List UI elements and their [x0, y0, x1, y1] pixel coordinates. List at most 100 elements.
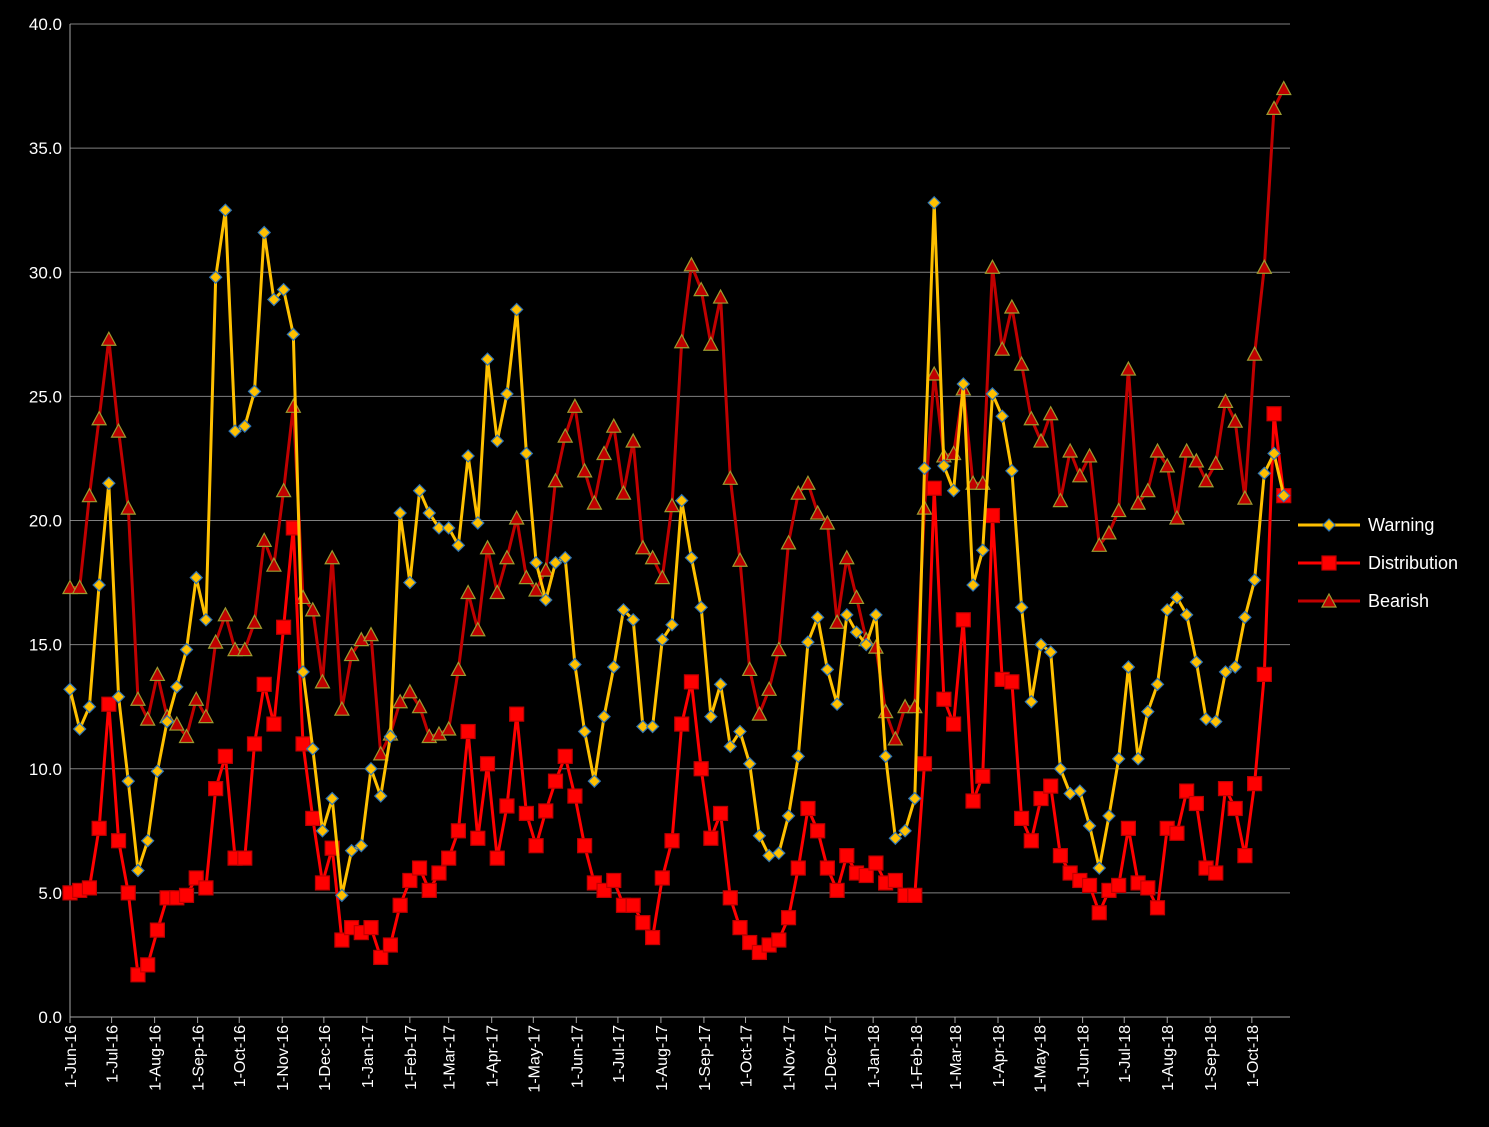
bearish-point — [197, 708, 214, 724]
legend-marker — [1321, 555, 1337, 571]
bearish-point — [81, 487, 98, 503]
distribution-point — [771, 932, 787, 948]
warning-point — [441, 521, 456, 535]
warning-point — [781, 809, 796, 823]
distribution-point — [693, 761, 709, 777]
bearish-point — [1100, 524, 1117, 540]
distribution-point — [1217, 781, 1234, 797]
distribution-point — [499, 798, 515, 814]
legend-label: Bearish — [1368, 591, 1429, 611]
x-tick-label: 1-Aug-18 — [1160, 1025, 1177, 1091]
series-layer — [61, 80, 1292, 983]
warning-point — [519, 446, 534, 461]
bearish-point — [411, 698, 428, 714]
distribution-point — [1169, 825, 1185, 841]
warning-point — [1228, 660, 1243, 674]
warning-point — [558, 550, 573, 565]
warning-point — [1238, 610, 1252, 625]
bearish-point — [1149, 442, 1166, 458]
warning-point — [645, 719, 660, 734]
distribution-point — [664, 833, 680, 849]
distribution-point — [450, 823, 466, 839]
distribution-point — [839, 848, 855, 864]
x-tick-label: 1-Mar-18 — [948, 1025, 965, 1090]
y-tick-label: 35.0 — [29, 139, 62, 158]
warning-point — [344, 843, 359, 858]
x-tick-label: 1-Oct-17 — [739, 1025, 756, 1087]
warning-point — [470, 516, 485, 530]
series-warning — [63, 195, 1291, 903]
warning-point — [1160, 603, 1175, 617]
distribution-point — [1140, 880, 1156, 896]
warning-point — [335, 888, 349, 903]
warning-point — [179, 642, 194, 657]
warning-point — [189, 570, 204, 585]
bearish-point — [1266, 100, 1283, 116]
bearish-point — [1032, 432, 1050, 448]
warning-point — [801, 635, 815, 649]
distribution-point — [431, 865, 447, 881]
bearish-point — [761, 681, 778, 696]
bearish-point — [227, 641, 244, 657]
distribution-point — [703, 830, 719, 846]
x-tick-label: 1-May-17 — [526, 1025, 543, 1093]
warning-point — [587, 774, 602, 789]
bearish-point — [392, 693, 409, 709]
distribution-point — [965, 793, 981, 809]
bearish-point — [596, 445, 613, 461]
distribution-point — [936, 691, 952, 707]
x-tick-label: 1-Aug-16 — [148, 1025, 165, 1091]
bearish-point — [537, 561, 554, 577]
x-tick-label: 1-Jul-16 — [105, 1025, 122, 1083]
warning-point — [1257, 466, 1272, 481]
warning-point — [1218, 665, 1233, 679]
distribution-point — [208, 781, 224, 797]
warning-point — [490, 434, 505, 448]
warning-point — [1150, 677, 1165, 692]
bearish-point — [168, 715, 185, 731]
distribution-point — [246, 736, 263, 752]
warning-point — [538, 593, 553, 607]
warning-point — [878, 749, 893, 764]
warning-point — [1131, 751, 1145, 766]
warning-point — [810, 610, 825, 625]
x-tick-label: 1-Feb-17 — [403, 1025, 420, 1090]
warning-point — [946, 483, 961, 498]
bearish-point — [1110, 502, 1127, 518]
distribution-point — [1081, 877, 1098, 894]
y-tick-label: 5.0 — [38, 884, 62, 903]
warning-point — [636, 719, 650, 734]
warning-point — [1267, 446, 1281, 461]
warning-point — [733, 724, 747, 739]
distribution-point — [81, 880, 98, 896]
bearish-point — [178, 728, 195, 744]
bearish-point — [372, 745, 389, 761]
bearish-point — [246, 614, 263, 629]
warning-point — [1199, 712, 1213, 726]
distribution-point — [528, 838, 544, 854]
x-axis-tick-labels: 1-Jun-16 1-Jul-16 1-Aug-16 1-Sep-16 1-Oct-16… — [63, 1017, 1262, 1093]
y-tick-label: 40.0 — [29, 15, 62, 34]
bearish-point — [605, 417, 622, 433]
distribution-point — [421, 882, 437, 898]
bearish-point — [770, 641, 787, 657]
warning-point — [131, 863, 145, 878]
warning-point — [752, 828, 767, 843]
x-tick-label: 1-Jul-17 — [611, 1025, 628, 1083]
bearish-point — [139, 710, 156, 726]
bearish-point — [790, 484, 807, 500]
warning-point — [927, 195, 942, 210]
bearish-point — [314, 673, 331, 689]
distribution-point — [984, 507, 1001, 524]
legend-label: Distribution — [1368, 553, 1458, 573]
bearish-point — [1275, 80, 1292, 96]
warning-point — [985, 387, 1000, 401]
x-tick-label: 1-Jun-17 — [569, 1025, 586, 1088]
distribution-point — [674, 716, 690, 732]
warning-point — [276, 282, 291, 297]
x-tick-label: 1-Jul-18 — [1117, 1025, 1134, 1083]
bearish-point — [654, 569, 671, 585]
x-tick-label: 1-Jun-18 — [1076, 1025, 1093, 1088]
bearish-point — [401, 683, 418, 699]
legend-item-distribution: Distribution — [1298, 553, 1458, 573]
